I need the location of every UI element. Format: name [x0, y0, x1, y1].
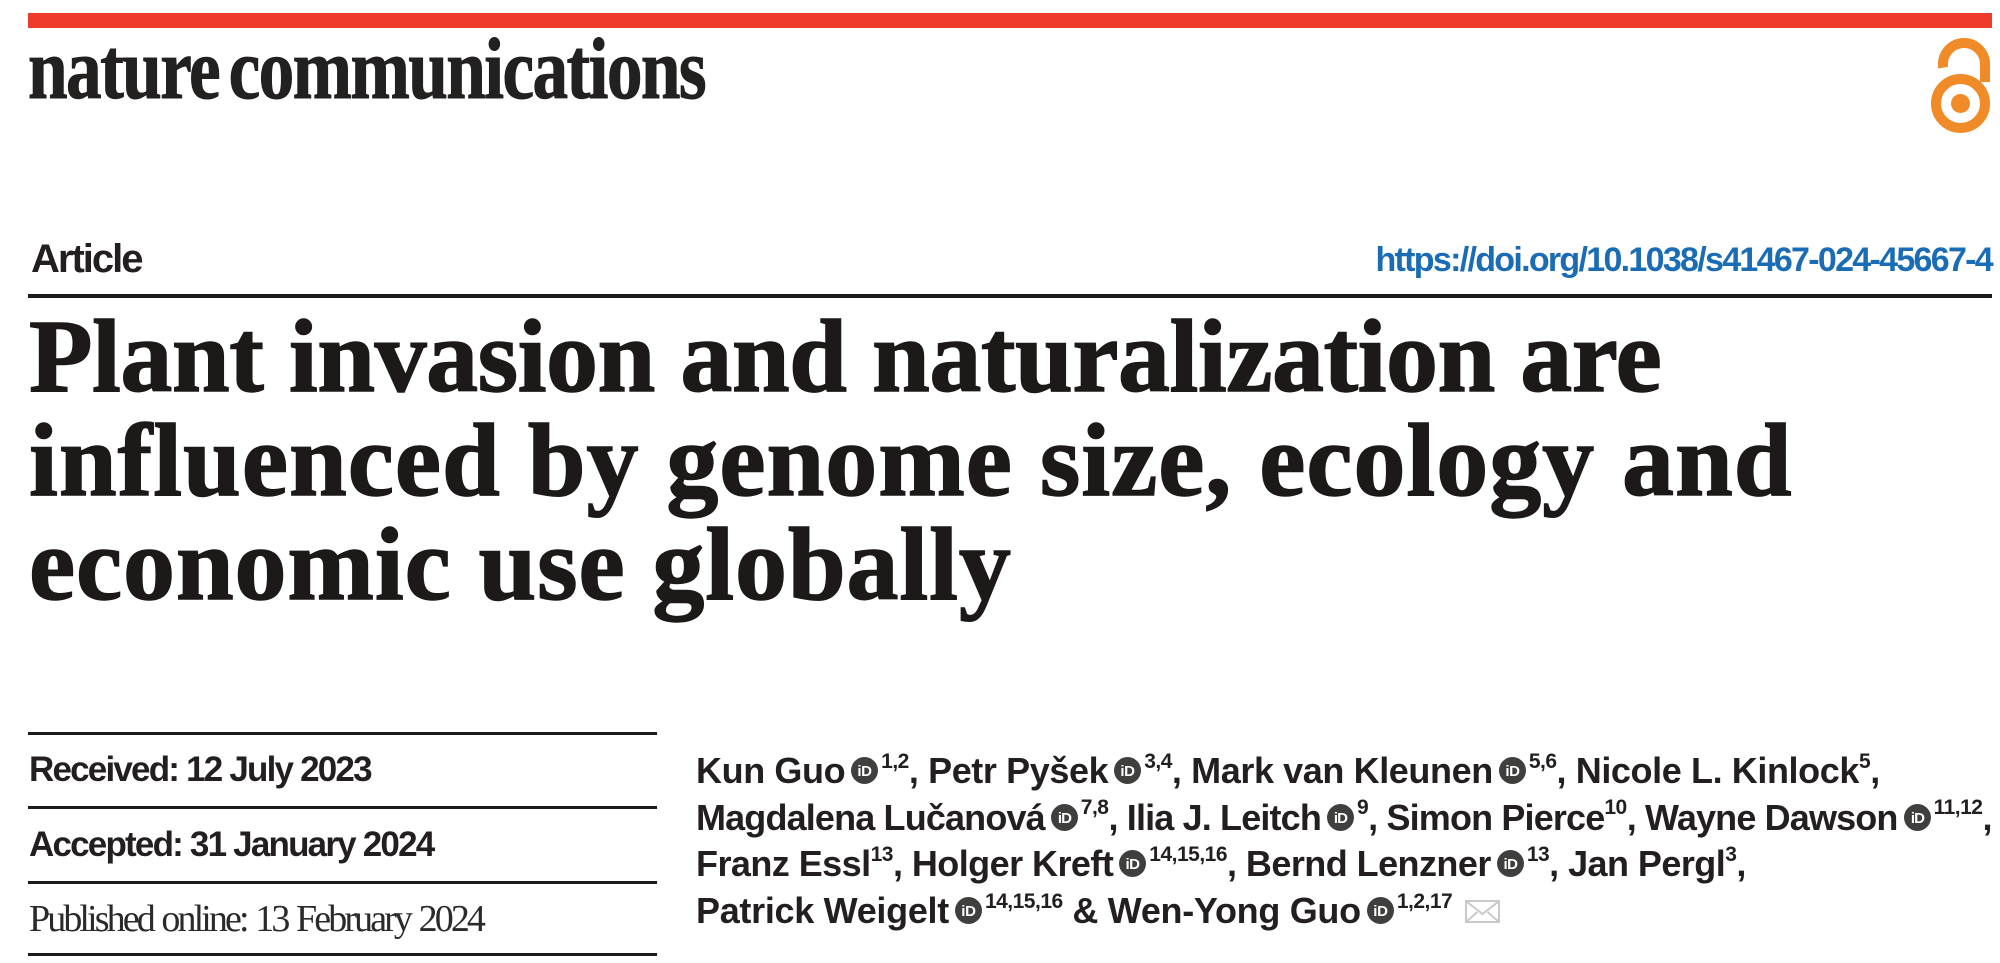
svg-text:iD: iD [1334, 810, 1348, 827]
svg-text:iD: iD [1503, 856, 1518, 873]
svg-text:iD: iD [1126, 856, 1141, 873]
svg-text:iD: iD [1058, 810, 1072, 827]
svg-text:iD: iD [961, 903, 976, 920]
svg-text:iD: iD [1910, 810, 1924, 827]
svg-text:iD: iD [1505, 763, 1520, 780]
svg-text:iD: iD [858, 763, 873, 780]
svg-text:iD: iD [1121, 763, 1136, 780]
svg-text:iD: iD [1373, 903, 1388, 920]
